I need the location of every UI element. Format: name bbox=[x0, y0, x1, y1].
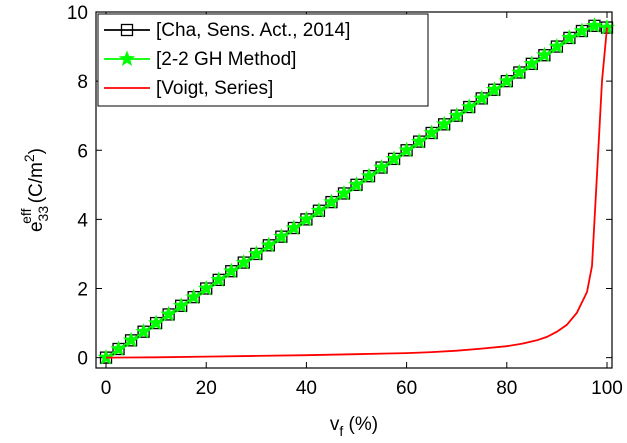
x-tick-label: 0 bbox=[101, 378, 112, 399]
series-3 bbox=[105, 27, 608, 359]
x-tick-label: 40 bbox=[296, 378, 317, 399]
y-tick-label: 2 bbox=[77, 280, 88, 301]
series-2-point bbox=[323, 193, 340, 210]
series-2-point bbox=[435, 115, 453, 132]
legend-items: [Cha, Sens. Act., 2014] [2-2 GH Method] [V… bbox=[104, 20, 350, 99]
series-2-point bbox=[523, 55, 541, 71]
series-2-point bbox=[198, 279, 215, 296]
series-2-point bbox=[511, 63, 528, 80]
series-2 bbox=[97, 17, 616, 365]
x-axis-label-sub: f bbox=[339, 423, 343, 439]
y-axis-label-main: e bbox=[26, 221, 47, 232]
x-tick-label: 20 bbox=[196, 378, 217, 399]
legend-marker-2 bbox=[118, 50, 136, 67]
series-2-point bbox=[373, 158, 390, 175]
series-2-point bbox=[348, 176, 365, 192]
series-2-point bbox=[586, 17, 603, 33]
series-2-point bbox=[448, 107, 465, 123]
series-2-point bbox=[110, 340, 127, 357]
series-2-point bbox=[273, 228, 290, 244]
series-2-point bbox=[536, 46, 553, 63]
y-axis-label-rest: (C/m bbox=[26, 162, 47, 208]
chart-marks bbox=[97, 17, 616, 365]
series-2-point bbox=[398, 141, 415, 158]
y-tick-label: 0 bbox=[77, 349, 88, 370]
x-axis-label: vf (%) bbox=[330, 414, 378, 439]
legend-label-3: [Voigt, Series] bbox=[156, 78, 273, 99]
series-2-point bbox=[172, 297, 190, 313]
series-2-point bbox=[185, 288, 202, 305]
series-2-point bbox=[223, 262, 240, 279]
series-2-point bbox=[461, 98, 478, 115]
x-tick-label: 100 bbox=[591, 378, 623, 399]
y-tick-label: 6 bbox=[77, 141, 88, 162]
legend-marker-1 bbox=[120, 23, 134, 37]
series-2-point bbox=[548, 37, 566, 54]
y-axis-label: e33eff (C/m2) bbox=[18, 148, 51, 232]
axis-ticks: 0 20 40 60 80 100 0 2 4 6 8 10 bbox=[67, 3, 623, 399]
legend-label-2: [2-2 GH Method] bbox=[156, 49, 296, 70]
y-tick-label: 8 bbox=[77, 72, 88, 93]
legend: [Cha, Sens. Act., 2014] [2-2 GH Method] [V… bbox=[97, 13, 429, 107]
x-tick-label: 60 bbox=[396, 378, 417, 399]
series-3-line bbox=[105, 27, 608, 359]
series-2-point bbox=[498, 72, 515, 89]
legend-box bbox=[97, 13, 429, 107]
series-2-point bbox=[486, 81, 503, 97]
series-2-point bbox=[561, 29, 578, 45]
plot-frame bbox=[95, 11, 613, 369]
series-2-point bbox=[260, 236, 278, 253]
series-2-point bbox=[360, 167, 378, 184]
y-axis-label-sup: eff bbox=[18, 208, 34, 223]
legend-label-1: [Cha, Sens. Act., 2014] bbox=[156, 20, 350, 41]
series-2-point bbox=[335, 184, 353, 201]
y-tick-label: 10 bbox=[67, 3, 88, 24]
series-2-point bbox=[248, 245, 265, 261]
y-axis-label-sub: 33 bbox=[35, 206, 51, 222]
series-2-point bbox=[298, 210, 315, 227]
series-2-point bbox=[210, 271, 227, 287]
series-2-point bbox=[423, 124, 440, 140]
series-2-point bbox=[122, 331, 140, 348]
y-tick-label: 4 bbox=[77, 210, 88, 231]
x-tick-label: 80 bbox=[496, 378, 517, 399]
x-axis-label-main: v bbox=[330, 414, 340, 435]
series-2-point bbox=[385, 150, 403, 166]
series-2-point bbox=[235, 253, 252, 270]
series-2-point bbox=[285, 219, 303, 236]
series-2-point bbox=[410, 132, 428, 149]
series-2-point bbox=[135, 323, 152, 339]
series-2-point bbox=[473, 89, 490, 106]
y-axis-label-unit-sup: 2 bbox=[21, 154, 37, 162]
series-2-point bbox=[160, 305, 177, 322]
y-axis-label-close: ) bbox=[26, 148, 47, 154]
series-2-point bbox=[147, 314, 165, 330]
series-2-point bbox=[310, 202, 328, 218]
series-2-point bbox=[573, 22, 591, 39]
x-axis-label-rest: (%) bbox=[343, 414, 378, 435]
